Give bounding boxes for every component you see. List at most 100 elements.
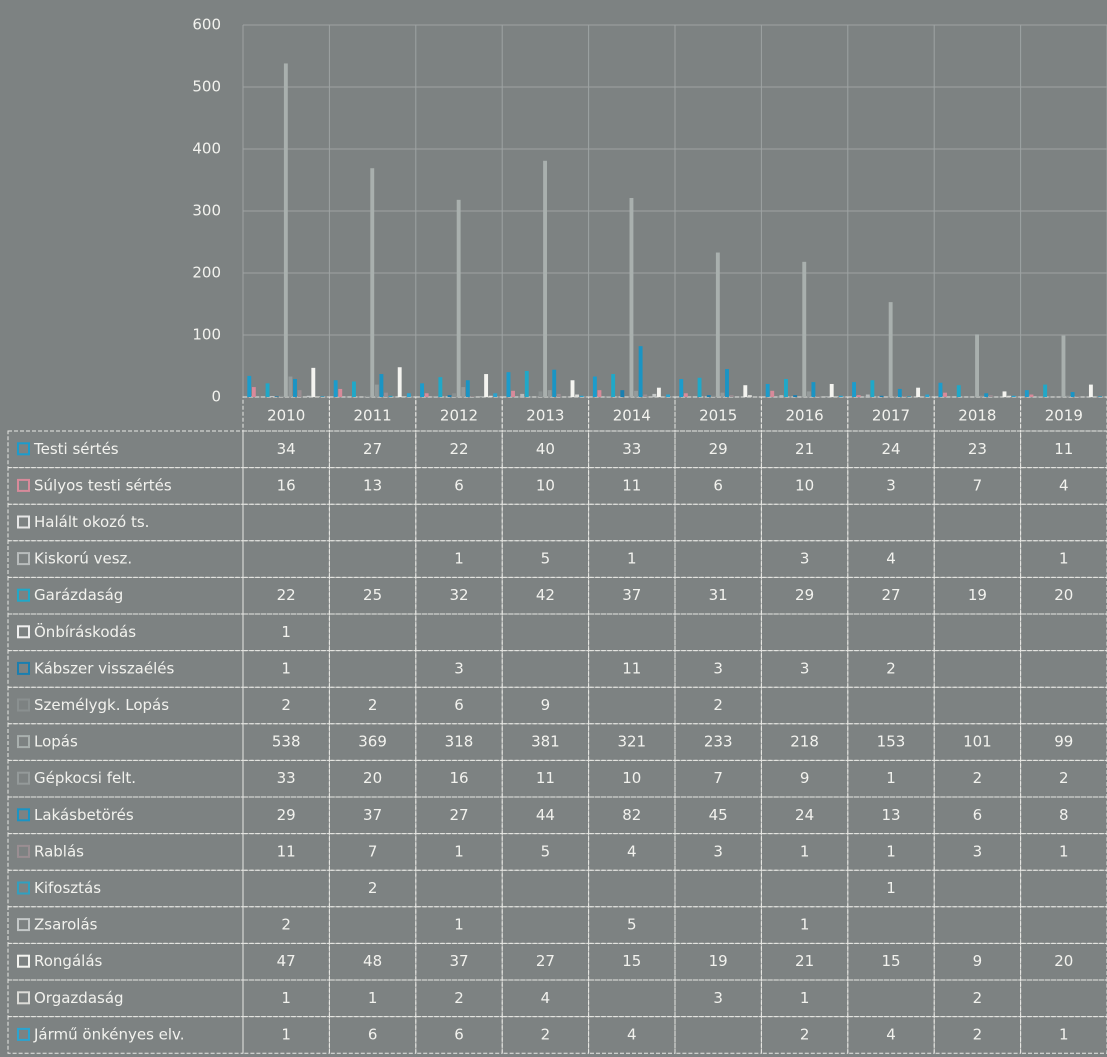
table-value: 16 [449, 769, 468, 787]
bar [374, 384, 379, 397]
bar [825, 396, 830, 397]
bar [916, 387, 921, 397]
table-cell [933, 613, 1022, 652]
table-value: 23 [968, 440, 987, 458]
table-cell [588, 576, 676, 615]
table-cell [415, 979, 503, 1018]
table-cell [501, 979, 590, 1018]
bar [265, 383, 270, 397]
table-cell [933, 650, 1022, 688]
table-value: 27 [536, 952, 555, 970]
legend-key [17, 735, 30, 749]
legend-label: Halált okozó ts. [34, 513, 149, 531]
table-cell [242, 979, 330, 1018]
table-cell [328, 979, 417, 1018]
table-cell [501, 796, 590, 835]
table-cell [242, 796, 330, 835]
table-cell [1020, 686, 1107, 725]
table-cell [847, 686, 935, 725]
table-cell [501, 613, 590, 652]
y-tick-label: 200 [192, 264, 221, 282]
legend-label: Lopás [34, 733, 78, 751]
legend-key [17, 881, 30, 895]
label-cell [7, 833, 244, 871]
table-value: 1 [281, 989, 291, 1007]
bar [779, 395, 784, 397]
table-cell [242, 759, 330, 798]
legend-label: Zsarolás [34, 916, 98, 934]
table-cell [501, 430, 590, 469]
table-value: 1 [886, 842, 896, 860]
table-value: 3 [713, 989, 723, 1007]
table-cell [760, 942, 849, 981]
table-cell [328, 430, 417, 469]
table-cell [328, 613, 417, 652]
bar [293, 379, 297, 397]
bar [438, 377, 443, 397]
bar [643, 394, 648, 397]
table-cell [760, 430, 849, 469]
table-cell [933, 576, 1022, 615]
bar [806, 391, 811, 397]
label-cell [7, 796, 244, 835]
legend-key [17, 918, 30, 932]
table-cell [760, 540, 849, 578]
table-value: 3 [800, 659, 810, 677]
table-value: 3 [886, 476, 896, 494]
table-cell [760, 796, 849, 835]
legend-key [17, 442, 30, 456]
table-cell [242, 503, 330, 542]
table-cell [415, 869, 503, 908]
table-value: 11 [1054, 440, 1073, 458]
table-value: 381 [531, 733, 560, 751]
bar [315, 396, 320, 397]
bar [652, 393, 657, 397]
bar [852, 382, 857, 397]
table-value: 1 [454, 842, 464, 860]
bar [406, 393, 411, 397]
table-value: 47 [277, 952, 296, 970]
table-cell [415, 503, 503, 542]
table-cell [588, 613, 676, 652]
table-value: 3 [973, 842, 983, 860]
table-value: 22 [277, 586, 296, 604]
table-cell [847, 1016, 935, 1054]
table-value: 1 [368, 989, 378, 1007]
table-cell [847, 979, 935, 1018]
table-cell [674, 723, 762, 761]
table-value: 4 [627, 842, 637, 860]
table-value: 1 [1059, 1025, 1069, 1043]
table-cell [415, 540, 503, 578]
table-cell [328, 650, 417, 688]
table-value: 48 [363, 952, 382, 970]
bar [333, 380, 338, 397]
bar [524, 370, 529, 397]
bar [679, 379, 684, 397]
table-cell [501, 723, 590, 761]
table-cell [242, 833, 330, 871]
bar [711, 395, 716, 397]
bar [297, 390, 302, 397]
table-cell [242, 650, 330, 688]
table-cell [242, 869, 330, 908]
table-value: 1 [800, 989, 810, 1007]
legend-key [17, 661, 30, 675]
table-cell [588, 906, 676, 944]
table-value: 2 [800, 1025, 810, 1043]
bar [575, 394, 580, 397]
table-value: 1 [281, 659, 291, 677]
table-value: 21 [795, 440, 814, 458]
table-value: 2 [973, 989, 983, 1007]
table-cell [933, 979, 1022, 1018]
table-cell [415, 723, 503, 761]
bar [870, 380, 875, 397]
table-cell [501, 942, 590, 981]
bar [956, 385, 961, 397]
table-cell [415, 796, 503, 835]
y-tick-label: 0 [211, 388, 221, 406]
legend-label: Önbíráskodás [34, 622, 136, 641]
table-cell [1020, 613, 1107, 652]
legend-key [17, 625, 30, 639]
bar [975, 334, 980, 397]
table-cell [588, 723, 676, 761]
